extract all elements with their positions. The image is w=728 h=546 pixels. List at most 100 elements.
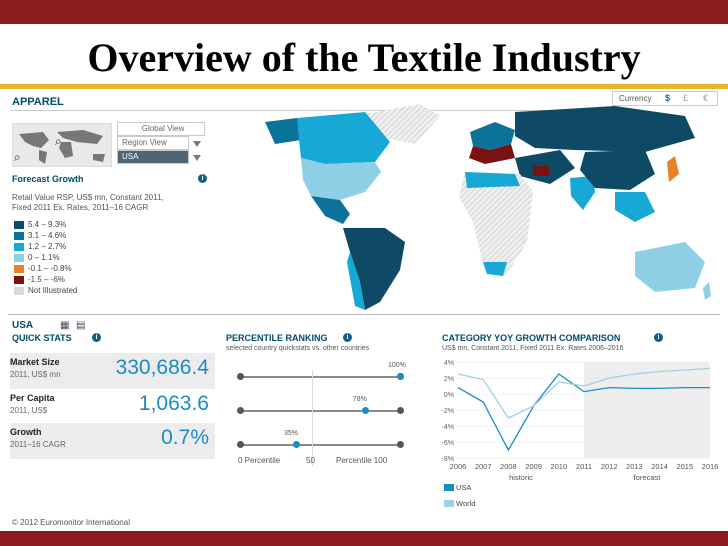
forecast-label: forecast [634,473,662,482]
x-tick-label: 2015 [676,462,693,471]
copyright: © 2012 Euromonitor International [12,518,130,527]
legend-swatch [14,265,24,273]
map-countries[interactable] [265,104,711,310]
forecast-desc-line2: Fixed 2011 Ex. Rates, 2011–16 CAGR [12,203,149,212]
legend-label: 3.1 – 4.6% [28,231,67,240]
stat-row-growth: Growth 2011–16 CAGR 0.7% [10,423,215,459]
grid-view-icon[interactable]: ▦ [60,320,70,331]
legend-swatch [14,254,24,262]
x-tick-label: 2012 [601,462,618,471]
stat-label: Market Size [10,357,60,367]
quickstats-title: QUICK STATS [12,333,72,343]
legend-swatch [14,276,24,284]
series-line [457,367,711,419]
percentile-axis-left: 0 Percentile [238,456,281,465]
stat-label: Per Capita [10,393,55,403]
world-map[interactable] [215,92,720,312]
forecast-title: Forecast Growth [12,174,84,184]
legend-label: 1.2 – 2.7% [28,242,67,251]
x-tick-label: 2013 [626,462,643,471]
percentile-track-start [237,441,244,448]
region-dropdown-icon[interactable] [193,141,201,147]
country-select[interactable]: USA [117,150,189,164]
y-tick-label: -2% [442,408,454,415]
stat-value: 330,686.4 [115,356,209,379]
legend-swatch [14,232,24,240]
percentile-marker [397,373,404,380]
x-tick-label: 2011 [576,462,592,471]
gold-stripe [0,84,728,89]
legend-swatch [14,243,24,251]
legend-swatch [444,500,454,507]
y-tick-label: 0% [444,392,454,399]
top-band [0,0,728,24]
stat-value: 0.7% [161,426,209,449]
stat-sub: 2011, US$ [10,406,48,415]
percentile-value-label: 100% [388,362,406,369]
percentile-value-label: 78% [352,396,367,403]
mini-world-map[interactable] [12,123,112,167]
percentile-marker [293,441,300,448]
forecast-info-icon[interactable]: i [198,174,207,183]
global-view-button[interactable]: Global View [117,122,205,136]
chart-info-icon[interactable]: i [654,333,663,342]
x-tick-label: 2008 [500,462,517,471]
percentile-subtitle: selected country quickstats vs. other co… [226,345,370,352]
chart-subtitle: US$ mn, Constant 2011, Fixed 2011 Ex. Ra… [442,345,624,352]
stat-label: Growth [10,427,42,437]
forecast-desc-line1: Retail Value RSP, US$ mn, Constant 2011, [12,193,164,202]
y-tick-label: 2% [444,376,454,383]
series-line [457,373,710,452]
header-divider [10,110,610,111]
chart-title: CATEGORY YOY GROWTH COMPARISON [442,333,621,343]
stat-sub: 2011–16 CAGR [10,440,66,449]
x-tick-label: 2010 [550,462,567,471]
currency-label: Currency [619,94,652,103]
percentile-track [240,410,400,412]
percentile-track [240,376,400,378]
legend-label: -0.1 – -0.8% [28,264,72,273]
zoom-out-icon[interactable]: ⌕ [14,150,21,164]
percentile-axis-right: Percentile 100 [336,456,388,465]
legend-swatch [444,484,454,491]
percentile-midline [312,370,313,466]
percentile-track-end [397,441,404,448]
x-tick-label: 2007 [475,462,492,471]
percentile-track-start [237,407,244,414]
percentile-track-start [237,373,244,380]
y-tick-label: -6% [442,440,454,447]
section-title: APPAREL [12,96,64,108]
percentile-info-icon[interactable]: i [343,333,352,342]
legend-label: World [456,499,475,508]
country-dropdown-icon[interactable] [193,155,201,161]
y-tick-label: 4% [444,360,454,367]
y-tick-label: -8% [442,456,454,463]
stat-sub: 2011, US$ mn [10,370,61,379]
percentile-marker [361,407,369,414]
percentile-title: PERCENTILE RANKING [226,333,328,343]
region-view-select[interactable]: Region View [117,136,189,150]
bottom-band [0,531,728,546]
legend-label: Not Illustrated [28,286,78,295]
legend-label: -1.5 – -6% [28,275,65,284]
currency-selector[interactable]: Currency $ £ € [612,91,718,106]
legend-swatch [14,221,24,229]
legend-swatch [14,287,24,295]
percentile-track-end [397,407,404,414]
quickstats-country: USA [12,320,34,331]
list-view-icon[interactable]: ▤ [76,320,86,331]
legend-label: USA [456,483,471,492]
percentile-track [240,444,400,446]
x-tick-label: 2006 [450,462,467,471]
historic-label: historic [509,473,533,482]
currency-eur-option[interactable]: € [703,93,709,103]
stat-row-per-capita: Per Capita 2011, US$ 1,063.6 [10,389,215,425]
currency-gbp-option[interactable]: £ [683,93,689,103]
currency-usd-option[interactable]: $ [665,93,671,103]
zoom-in-icon[interactable]: ⌕ [55,134,62,148]
stat-value: 1,063.6 [138,392,209,415]
quickstats-info-icon[interactable]: i [92,333,101,342]
mini-map-shapes [19,130,105,164]
x-tick-label: 2014 [651,462,668,471]
legend-label: 5.4 – 9.3% [28,220,67,229]
